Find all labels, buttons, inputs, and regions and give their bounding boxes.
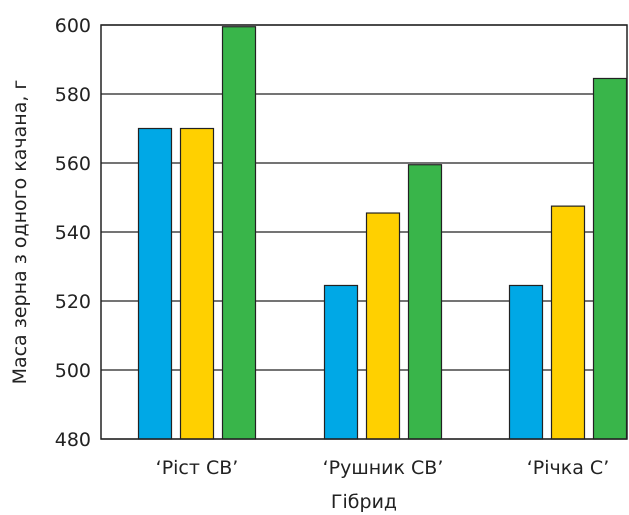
- y-tick-label: 600: [55, 15, 91, 37]
- bar-series1-cat3: [508, 284, 544, 440]
- y-axis-title: Маса зерна з одного качана, г: [9, 80, 31, 385]
- bar-series2-cat3: [550, 205, 586, 440]
- bar-series3-cat3: [592, 77, 628, 440]
- bar-series1-cat1: [137, 127, 173, 440]
- x-tick-label: ‘Річка С’: [527, 457, 609, 479]
- x-tick-label: ‘Рушник СВ’: [323, 457, 444, 479]
- y-tick-label: 560: [55, 153, 91, 175]
- bar-series3-cat2: [407, 164, 443, 440]
- y-tick-label: 480: [55, 429, 91, 451]
- plot-frame: [100, 24, 628, 440]
- axes: [100, 24, 628, 440]
- bar-series3-cat1: [221, 26, 257, 440]
- grid-lines: [101, 24, 627, 440]
- y-tick-labels: 480 500 520 540 560 580 600: [55, 15, 91, 451]
- y-tick-label: 540: [55, 222, 91, 244]
- y-tick-label: 580: [55, 84, 91, 106]
- bars: [137, 26, 628, 440]
- x-tick-labels: ‘Ріст СВ’ ‘Рушник СВ’ ‘Річка С’: [156, 457, 610, 479]
- y-tick-label: 520: [55, 291, 91, 313]
- y-tick-label: 500: [55, 360, 91, 382]
- bar-series2-cat1: [179, 127, 215, 440]
- bar-series2-cat2: [365, 212, 401, 440]
- x-tick-label: ‘Ріст СВ’: [156, 457, 239, 479]
- x-axis-title: Гібрид: [331, 491, 397, 513]
- bar-series1-cat2: [323, 284, 359, 440]
